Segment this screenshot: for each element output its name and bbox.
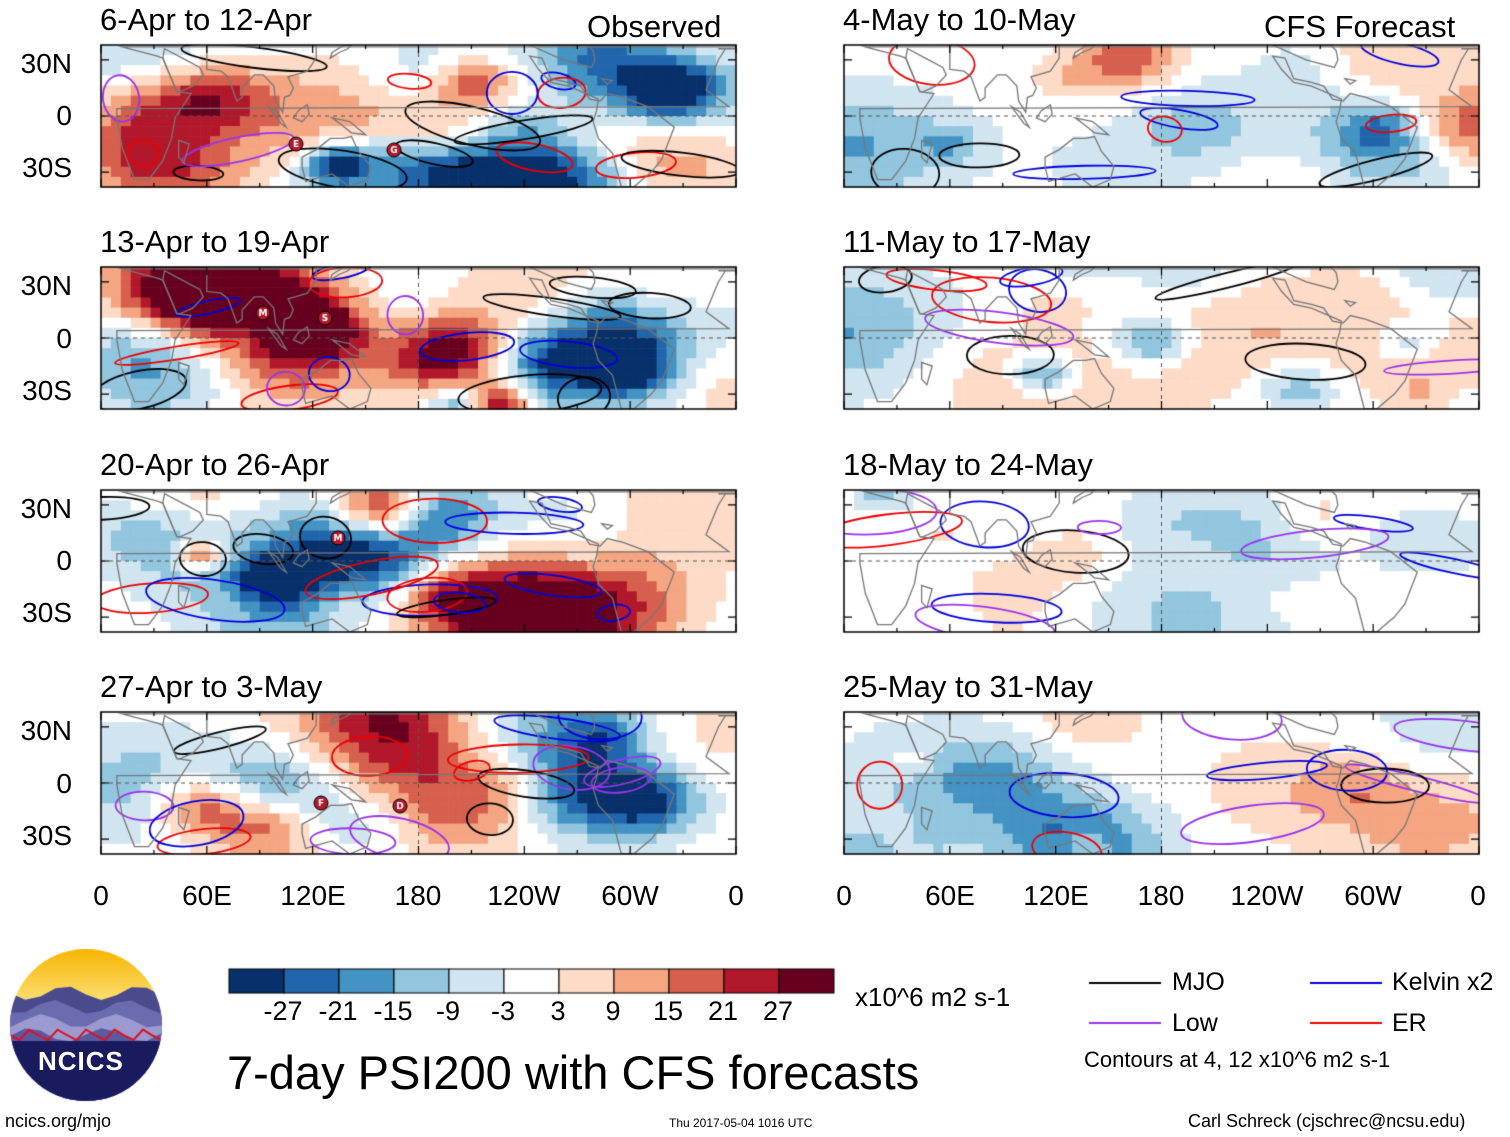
- legend-label-mjo: MJO: [1172, 968, 1225, 996]
- lat-label-eq: 0: [56, 768, 72, 799]
- lon-label: 120E: [280, 880, 346, 911]
- lat-label-30n: 30N: [20, 48, 72, 79]
- colorbar-units: x10^6 m2 s-1: [855, 982, 1011, 1012]
- panel-5-title: 4-May to 10-May: [843, 2, 1076, 37]
- lon-label: 180: [1137, 880, 1185, 911]
- lon-label: 0: [836, 880, 852, 911]
- colorbar-label: 27: [762, 996, 794, 1026]
- footer-author: Carl Schreck (cjschrec@ncsu.edu): [1188, 1111, 1466, 1131]
- contour-note: Contours at 4, 12 x10^6 m2 s-1: [1084, 1047, 1391, 1072]
- legend-label-er: ER: [1392, 1009, 1427, 1037]
- panel-4-title: 27-Apr to 3-May: [100, 669, 323, 704]
- lon-label: 120W: [1230, 880, 1304, 911]
- lon-label: 0: [93, 880, 109, 911]
- lat-label-eq: 0: [56, 545, 72, 576]
- lat-label-30s: 30S: [22, 597, 72, 628]
- forecast-label: CFS Forecast: [1264, 9, 1456, 44]
- lon-label: 60W: [601, 880, 659, 911]
- lat-label-30n: 30N: [20, 270, 72, 301]
- main-title: 7-day PSI200 with CFS forecasts: [227, 1046, 920, 1099]
- panel-1-title: 6-Apr to 12-Apr: [100, 2, 312, 37]
- colorbar-label: -21: [318, 996, 358, 1026]
- lat-label-30s: 30S: [22, 375, 72, 406]
- legend-label-kelvin: Kelvin x2: [1392, 968, 1494, 996]
- panel-3-title: 20-Apr to 26-Apr: [100, 447, 330, 482]
- lon-label: 60W: [1344, 880, 1402, 911]
- logo-text: NCICS: [38, 1046, 124, 1076]
- panel-2-title: 13-Apr to 19-Apr: [100, 224, 330, 259]
- colorbar-label: -9: [435, 996, 460, 1026]
- panel-8-title: 25-May to 31-May: [843, 669, 1093, 704]
- lon-label: 0: [1470, 880, 1486, 911]
- lon-label: 0: [728, 880, 744, 911]
- lon-label: 60E: [925, 880, 975, 911]
- footer-timestamp: Thu 2017-05-04 1016 UTC: [669, 1116, 813, 1130]
- colorbar-label: 9: [605, 996, 621, 1026]
- lat-label-30s: 30S: [22, 820, 72, 851]
- colorbar-label: -15: [373, 996, 413, 1026]
- lon-label: 180: [394, 880, 442, 911]
- lon-label: 120W: [487, 880, 561, 911]
- lat-label-30s: 30S: [22, 152, 72, 183]
- panel-6-title: 11-May to 17-May: [843, 224, 1091, 259]
- colorbar-label: 15: [652, 996, 684, 1026]
- lat-label-eq: 0: [56, 323, 72, 354]
- colorbar-label: 3: [550, 996, 566, 1026]
- lon-label: 120E: [1023, 880, 1089, 911]
- legend-label-low: Low: [1172, 1009, 1218, 1037]
- lat-label-eq: 0: [56, 100, 72, 131]
- colorbar-label: 21: [707, 996, 739, 1026]
- lat-label-30n: 30N: [20, 493, 72, 524]
- lat-label-30n: 30N: [20, 715, 72, 746]
- footer-url: ncics.org/mjo: [5, 1111, 112, 1131]
- lon-label: 60E: [182, 880, 232, 911]
- colorbar-label: -3: [490, 996, 515, 1026]
- colorbar-label: -27: [263, 996, 303, 1026]
- observed-label: Observed: [587, 9, 722, 44]
- panel-7-title: 18-May to 24-May: [843, 447, 1093, 482]
